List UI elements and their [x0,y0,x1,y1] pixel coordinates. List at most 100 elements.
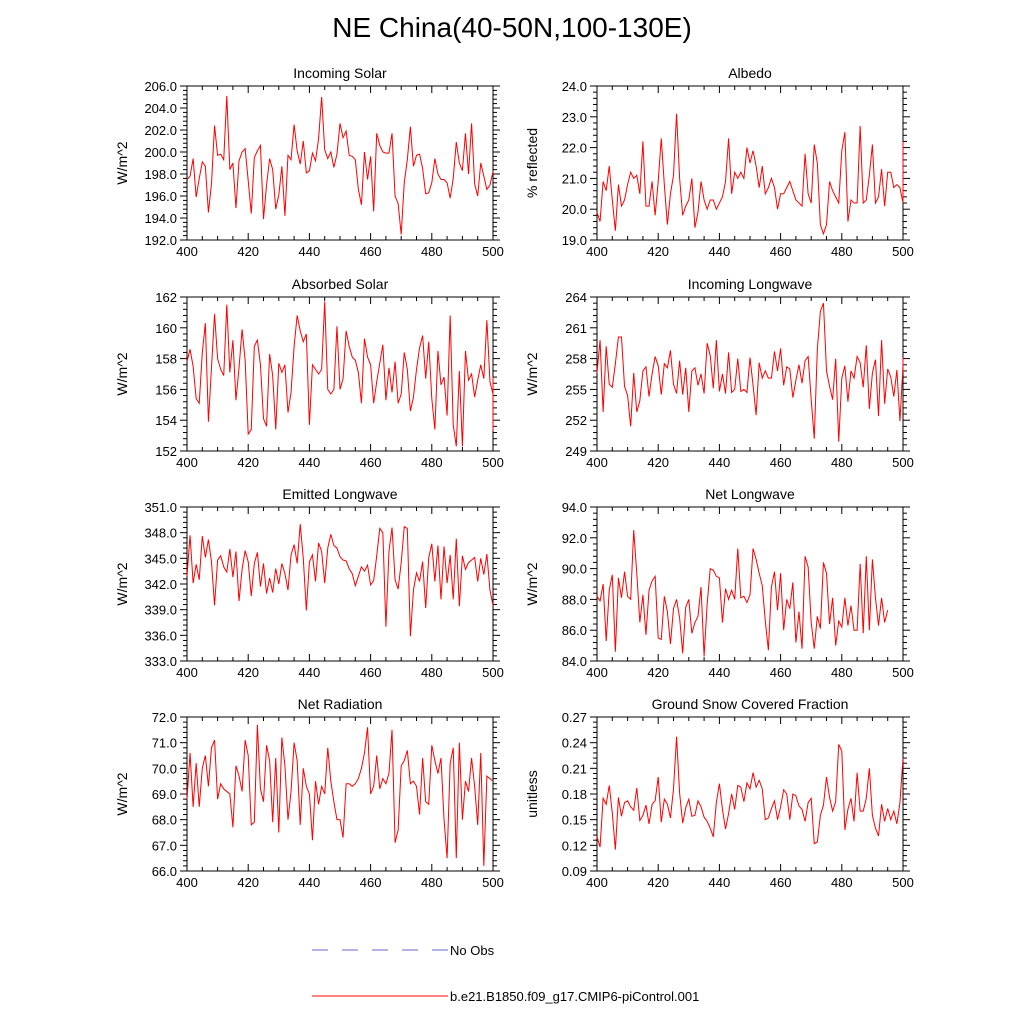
series-line [186,301,494,447]
y-tick-label: 333.0 [144,654,177,669]
panel-7: Net Radiation W/m^2 400 420 440 460 480 500 66.0… [114,696,504,890]
panel-title: Incoming Longwave [688,276,813,292]
y-tick-label: 23.0 [562,110,587,125]
x-tick-label: 460 [360,665,382,680]
x-tick-label: 500 [482,875,504,890]
y-tick-label: 0.21 [562,761,587,776]
x-tick-label: 420 [237,875,259,890]
series-line [596,302,904,442]
x-tick-label: 440 [299,665,321,680]
series-line [186,95,494,235]
series-line [186,524,494,637]
y-axis-label: % reflected [524,128,540,198]
panel-6: Net Longwave W/m^2 400 420 440 460 480 500 84.0 8… [524,486,914,680]
y-tick-label: 19.0 [562,233,587,248]
y-tick-label: 71.0 [152,736,177,751]
y-tick-label: 66.0 [152,864,177,879]
x-tick-label: 440 [709,244,731,259]
panels: Incoming Solar W/m^2 400 420 440 460 480 500 192… [114,65,914,890]
x-tick-label: 500 [892,665,914,680]
y-tick-label: 84.0 [562,654,587,669]
x-tick-label: 440 [709,665,731,680]
y-tick-label: 194.0 [144,211,177,226]
y-axis-label: W/m^2 [524,352,540,395]
x-tick-label: 500 [482,665,504,680]
y-tick-label: 204.0 [144,101,177,116]
y-tick-label: 264 [565,290,587,305]
y-tick-label: 22.0 [562,141,587,156]
y-tick-label: 94.0 [562,500,587,515]
panel-title: Emitted Longwave [282,486,397,502]
x-tick-label: 400 [586,665,608,680]
x-tick-label: 400 [176,455,198,470]
x-tick-label: 480 [831,875,853,890]
x-tick-label: 400 [176,875,198,890]
x-tick-label: 500 [892,244,914,259]
y-tick-label: 342.0 [144,577,177,592]
y-tick-label: 348.0 [144,526,177,541]
x-tick-label: 480 [421,455,443,470]
y-tick-label: 351.0 [144,500,177,515]
x-tick-label: 460 [360,244,382,259]
x-tick-label: 400 [586,244,608,259]
y-axis-label: unitless [524,770,540,817]
plot-frame [186,506,494,662]
plot-frame [186,296,494,452]
y-tick-label: 92.0 [562,531,587,546]
y-tick-label: 255 [565,382,587,397]
x-tick-label: 480 [831,455,853,470]
x-tick-label: 460 [770,875,792,890]
y-tick-label: 86.0 [562,623,587,638]
y-tick-label: 0.18 [562,787,587,802]
y-tick-label: 24.0 [562,79,587,94]
x-tick-label: 460 [770,665,792,680]
x-tick-label: 420 [647,455,669,470]
x-tick-label: 460 [770,455,792,470]
panel-title: Ground Snow Covered Fraction [652,696,849,712]
panel-title: Net Radiation [298,696,383,712]
y-tick-label: 339.0 [144,603,177,618]
x-tick-label: 440 [299,875,321,890]
panel-8: Ground Snow Covered Fraction unitless 400 4… [524,696,914,890]
y-tick-label: 158 [155,352,177,367]
panel-title: Incoming Solar [293,65,387,81]
main-title: NE China(40-50N,100-130E) [332,12,692,43]
x-tick-label: 500 [482,244,504,259]
y-tick-label: 336.0 [144,628,177,643]
series-line [186,724,494,866]
legend-model-label: b.e21.B1850.f09_g17.CMIP6-piControl.001 [450,989,699,1004]
x-tick-label: 480 [421,244,443,259]
y-tick-label: 0.12 [562,838,587,853]
x-tick-label: 460 [360,875,382,890]
y-tick-label: 90.0 [562,562,587,577]
panel-4: Incoming Longwave W/m^2 400 420 440 460 480 500… [524,276,914,470]
y-tick-label: 70.0 [152,761,177,776]
y-tick-label: 202.0 [144,123,177,138]
legend-obs-label: No Obs [450,943,495,958]
y-tick-label: 258 [565,352,587,367]
plot-frame [596,506,904,662]
panel-1: Incoming Solar W/m^2 400 420 440 460 480 500 192… [114,65,504,259]
x-tick-label: 420 [647,665,669,680]
x-tick-label: 460 [770,244,792,259]
x-tick-label: 480 [831,244,853,259]
y-tick-label: 20.0 [562,202,587,217]
x-tick-label: 480 [421,875,443,890]
y-tick-label: 206.0 [144,79,177,94]
legend: No Obs b.e21.B1850.f09_g17.CMIP6-piContr… [312,943,699,1004]
series-line [596,113,904,236]
x-tick-label: 420 [647,875,669,890]
x-tick-label: 440 [709,875,731,890]
series-line [596,736,904,850]
x-tick-label: 400 [176,665,198,680]
x-tick-label: 420 [237,665,259,680]
series-line [596,530,889,657]
x-tick-label: 420 [237,455,259,470]
panel-title: Albedo [728,65,772,81]
x-tick-label: 500 [892,455,914,470]
y-tick-label: 345.0 [144,551,177,566]
x-tick-label: 400 [586,455,608,470]
y-tick-label: 200.0 [144,145,177,160]
x-tick-label: 460 [360,455,382,470]
